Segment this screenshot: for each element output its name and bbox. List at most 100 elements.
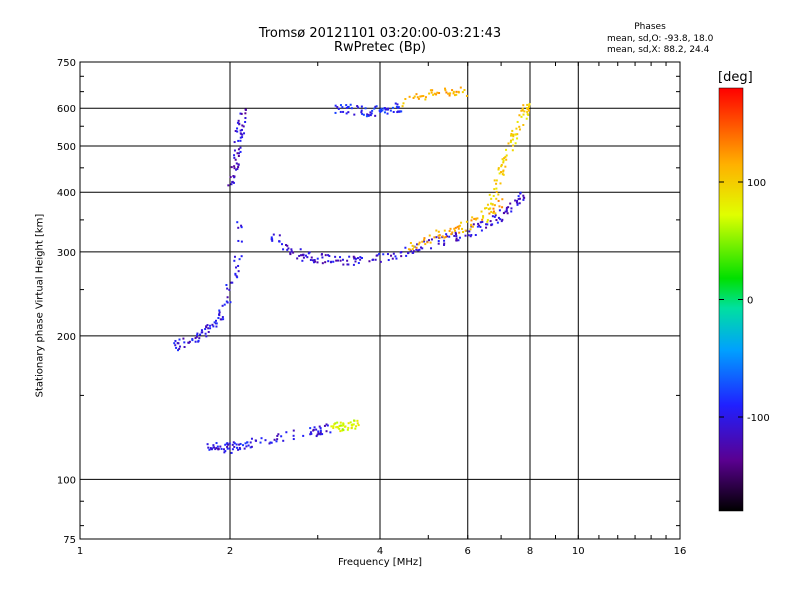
data-point [235, 443, 238, 446]
data-point [341, 428, 344, 431]
data-point [319, 433, 322, 436]
data-point [237, 239, 240, 242]
data-point [433, 92, 436, 95]
data-point [275, 440, 278, 443]
data-point [225, 442, 228, 445]
data-point [493, 215, 496, 218]
data-point [443, 242, 446, 245]
data-point [321, 433, 324, 436]
data-point [429, 241, 432, 244]
data-point [520, 109, 523, 112]
data-point [432, 93, 435, 96]
data-point [312, 261, 315, 264]
data-point [430, 247, 433, 250]
data-point [302, 434, 305, 437]
data-point [238, 443, 241, 446]
data-point [327, 254, 330, 257]
data-point [383, 107, 386, 110]
data-point [316, 433, 319, 436]
data-point [437, 240, 440, 243]
data-point [396, 103, 399, 106]
data-point [339, 430, 342, 433]
data-point [302, 256, 305, 259]
data-point [402, 102, 405, 105]
data-point [502, 170, 505, 173]
data-point [276, 434, 279, 437]
data-point [319, 429, 322, 432]
data-point [412, 251, 415, 254]
data-point [433, 236, 436, 239]
data-point [396, 106, 399, 109]
data-point [236, 152, 239, 155]
data-point [523, 196, 526, 199]
data-point [404, 246, 407, 249]
data-point [317, 430, 320, 433]
data-point [353, 419, 356, 422]
data-point [188, 340, 191, 343]
data-point [289, 253, 292, 256]
data-point [217, 447, 220, 450]
data-point [342, 110, 345, 113]
data-point [207, 446, 210, 449]
data-point [280, 435, 283, 438]
data-point [412, 245, 415, 248]
data-point [205, 335, 208, 338]
data-point [495, 219, 498, 222]
data-point [409, 242, 412, 245]
data-point [282, 439, 285, 442]
data-point [405, 254, 408, 257]
data-point [455, 93, 458, 96]
data-point [309, 427, 312, 430]
data-point [510, 207, 513, 210]
y-axis-label: Stationary phase Virtual Height [km] [34, 213, 46, 398]
data-point [309, 431, 312, 434]
data-point [347, 111, 350, 114]
data-point [226, 445, 229, 448]
data-point [196, 332, 199, 335]
x-tick-label: 6 [465, 546, 471, 557]
data-point [236, 127, 239, 130]
data-point [326, 424, 329, 427]
data-point [237, 226, 240, 229]
data-point [237, 270, 240, 273]
data-point [491, 223, 494, 226]
data-point [352, 263, 355, 266]
data-point [511, 134, 514, 137]
data-point [309, 258, 312, 261]
data-point [378, 252, 381, 255]
data-point [445, 91, 448, 94]
x-axis-ticks: 1 2 4 6 8 10 16 [77, 62, 686, 557]
data-point [453, 94, 456, 97]
data-point [421, 240, 424, 243]
data-point [480, 229, 483, 232]
data-point [238, 258, 241, 261]
data-point [221, 316, 224, 319]
data-point [221, 304, 224, 307]
data-point [195, 335, 198, 338]
data-point [516, 120, 519, 123]
data-point [512, 135, 515, 138]
data-point [244, 112, 247, 115]
data-point [479, 225, 482, 228]
data-point [460, 221, 463, 224]
data-point [374, 258, 377, 261]
data-point [502, 159, 505, 162]
data-point [212, 444, 215, 447]
data-point [217, 317, 220, 320]
data-point [400, 110, 403, 113]
data-point [218, 311, 221, 314]
data-point [399, 251, 402, 254]
data-point [280, 243, 283, 246]
data-point [474, 234, 477, 237]
data-point [360, 257, 363, 260]
data-point [239, 136, 242, 139]
data-point [360, 105, 363, 108]
data-point [313, 426, 316, 429]
data-point [409, 248, 412, 251]
colorbar-tick-label: -100 [747, 413, 770, 424]
data-point [505, 210, 508, 213]
data-point [387, 259, 390, 262]
data-point [238, 122, 241, 125]
data-point [354, 257, 357, 260]
data-point [409, 249, 412, 252]
